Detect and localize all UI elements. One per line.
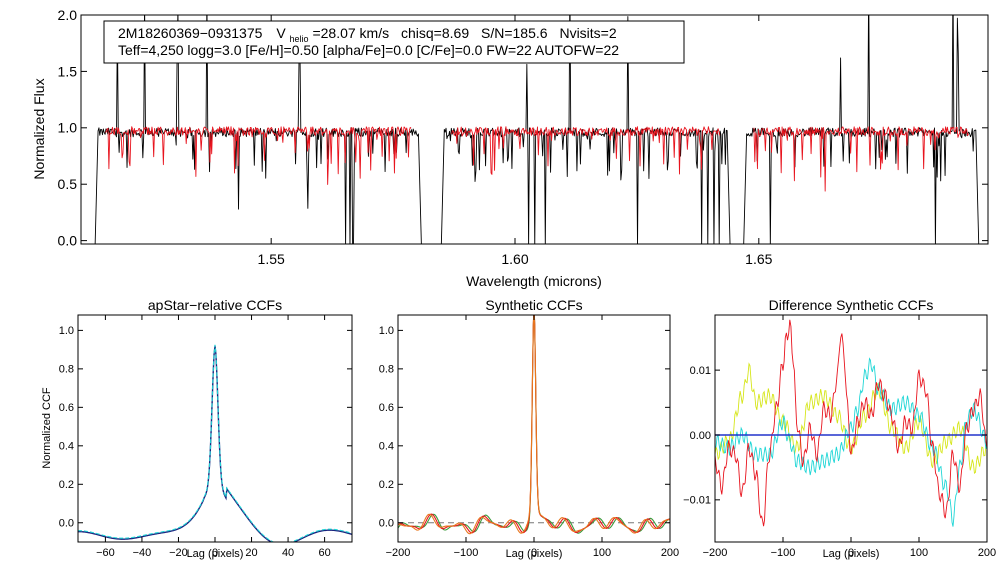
difference-ccf-line-yellow [715,362,987,475]
apstar-ccf-y-axis-label: Normalized CCF [41,387,53,469]
apstar-ccf-line-2 [78,344,352,542]
difference-ccf-title: Difference Synthetic CCFs [769,297,934,313]
difference-ccf-x-axis-label: Lag (pixels) [823,548,880,560]
apstar-ccf-panel: apStar−relative CCFs −60 −40 −20 0 20 40 60 0.0… [41,297,353,560]
x-tick-label: −200 [703,547,728,559]
x-tick-label: 1.60 [501,251,528,267]
y-tick-label: 0.6 [379,402,394,414]
x-tick-label: −200 [386,547,411,559]
difference-ccf-line-cyan [715,357,987,527]
observed-spectrum-line [94,15,422,244]
spectrum-panel: 1.55 1.60 1.65 0.0 0.5 1.0 1.5 2.0 Wavelength (… [31,7,989,289]
y-tick-label: 0.8 [59,364,74,376]
y-tick-label: 0.0 [58,233,78,249]
synthetic-ccf-x-axis-label: Lag (pixels) [506,548,563,560]
spectrum-annotation-box [103,20,685,64]
synthetic-ccf-line-3 [398,315,670,535]
vhelio-value: =28.07 km/s [312,25,389,41]
x-tick-label: −20 [169,547,188,559]
y-tick-label: 0.8 [379,364,394,376]
y-tick-label: 0.0 [379,518,394,530]
y-tick-label: 0.2 [59,479,74,491]
y-tick-label: 0.4 [379,441,394,453]
y-tick-label: 0.00 [690,430,711,442]
synthetic-spectrum-line [105,126,412,185]
synthetic-ccf-title: Synthetic CCFs [485,297,582,313]
x-tick-label: 40 [282,547,294,559]
x-tick-label: 60 [318,547,330,559]
annotation-line-1: 2M18260369−0931375 V helio =28.07 km/s c… [118,25,617,45]
x-tick-label: 1.65 [745,251,772,267]
x-tick-label: 100 [593,547,611,559]
y-tick-label: 0.2 [379,479,394,491]
y-tick-label: 1.0 [58,120,78,136]
x-tick-label: 0 [531,547,537,559]
y-tick-label: 1.0 [379,325,394,337]
apstar-ccf-x-axis-label: Lag (pixels) [187,548,244,560]
x-tick-label: 0 [848,547,854,559]
spectrum-plot-frame [80,14,989,245]
apstar-ccf-title: apStar−relative CCFs [148,297,282,313]
x-tick-label: 200 [978,547,996,559]
y-tick-label: 0.5 [58,176,78,192]
difference-ccf-line-red [715,319,987,527]
y-tick-label: 0.4 [59,441,74,453]
y-tick-label: 0.0 [59,518,74,530]
synthetic-spectrum-line [451,126,721,175]
x-tick-label: 20 [245,547,257,559]
x-tick-label: 200 [661,547,679,559]
chisq-value: chisq=8.69 [401,25,469,41]
spectrum-x-axis-label: Wavelength (microns) [466,273,602,289]
synthetic-ccf-panel: Synthetic CCFs −200 −100 0 100 200 0.0 0.2 0.4 0… [379,297,679,560]
y-tick-label: −0.01 [683,495,711,507]
nvisits-value: Nvisits=2 [559,25,616,41]
vhelio-label: V [276,25,286,41]
x-tick-label: 100 [910,547,928,559]
difference-ccf-panel: Difference Synthetic CCFs −200 −100 0 100 20… [683,297,996,560]
y-tick-label: 1.0 [59,325,74,337]
y-tick-label: 0.01 [690,365,711,377]
x-tick-label: −60 [96,547,115,559]
x-tick-label: −40 [133,547,152,559]
snr-value: S/N=185.6 [481,25,548,41]
y-tick-label: 2.0 [58,7,78,23]
vhelio-subscript: helio [290,34,309,44]
x-tick-label: 0 [212,547,218,559]
x-tick-label: −100 [771,547,796,559]
synthetic-spectrum-line [753,126,969,192]
star-id: 2M18260369−0931375 [118,25,263,41]
y-tick-label: 1.5 [58,63,78,79]
annotation-line-2: Teff=4,250 logg=3.0 [Fe/H]=0.50 [alpha/F… [118,42,619,58]
x-tick-label: −100 [454,547,479,559]
x-tick-label: 1.55 [258,251,285,267]
y-tick-label: 0.6 [59,402,74,414]
spectrum-y-axis-label: Normalized Flux [31,78,47,179]
synthetic-ccf-line-1 [398,315,670,534]
